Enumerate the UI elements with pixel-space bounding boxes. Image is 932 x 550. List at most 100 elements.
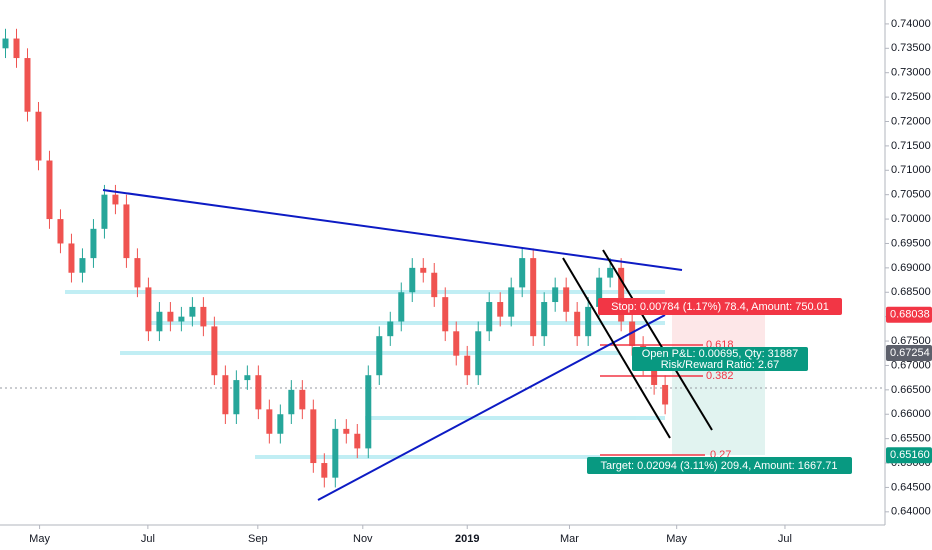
candle-body	[420, 267, 427, 273]
zone	[120, 351, 620, 355]
x-tick-label: Nov	[353, 533, 373, 545]
candle-body	[552, 287, 559, 303]
y-tick-label: 0.72500	[891, 91, 931, 103]
candle-body	[541, 302, 548, 337]
x-tick-label: Jul	[778, 533, 792, 545]
candle-body	[442, 297, 449, 332]
candle-body	[365, 375, 372, 449]
candle-body	[387, 321, 394, 337]
candle-body	[310, 409, 317, 464]
candle-body	[35, 111, 42, 161]
candle-body	[607, 267, 614, 278]
fib-lines	[600, 344, 705, 456]
candle-body	[596, 277, 603, 307]
candle-body	[255, 375, 262, 410]
y-tick-label: 0.64000	[891, 506, 931, 518]
x-tick-label: Jul	[141, 533, 155, 545]
candle-body	[519, 258, 526, 288]
candle-body	[662, 384, 669, 405]
candle-body	[222, 375, 229, 415]
y-tick-label: 0.73000	[891, 67, 931, 79]
candle-body	[13, 38, 20, 59]
y-tick-label: 0.72000	[891, 115, 931, 127]
candle-body	[431, 272, 438, 298]
y-tick-label: 0.69000	[891, 262, 931, 274]
candle-body	[233, 380, 240, 415]
candle-body	[24, 58, 31, 112]
y-tick-label: 0.69500	[891, 237, 931, 249]
candle-body	[288, 389, 295, 415]
zones	[65, 290, 665, 459]
candle-body	[585, 306, 592, 337]
candle-body	[178, 316, 185, 322]
candle-body	[618, 267, 625, 322]
candle-body	[563, 287, 570, 312]
candle-body	[398, 292, 405, 322]
candle-body	[101, 194, 108, 229]
candle-body	[332, 428, 339, 478]
price-badge-label: 0.68038	[890, 309, 930, 321]
candle-body	[167, 311, 174, 322]
candle-body	[376, 336, 383, 376]
y-tick-label: 0.66000	[891, 408, 931, 420]
y-tick-label: 0.71000	[891, 164, 931, 176]
rr-label: Risk/Reward Ratio: 2.67	[661, 359, 780, 371]
candle-body	[156, 311, 163, 332]
candle-body	[299, 389, 306, 410]
candle-body	[90, 228, 97, 259]
target-label: Target: 0.02094 (3.11%) 209.4, Amount: 1…	[600, 460, 837, 472]
y-tick-label: 0.64500	[891, 481, 931, 493]
candle-body	[508, 287, 515, 317]
candle-body	[475, 331, 482, 376]
candle-body	[266, 409, 273, 434]
x-tick-label: Mar	[560, 533, 579, 545]
x-tick-label: May	[29, 533, 50, 545]
candle-body	[354, 433, 361, 449]
price-badge	[886, 306, 932, 323]
y-tick-label: 0.73500	[891, 42, 931, 54]
candle-body	[574, 311, 581, 337]
pnl-label: Open P&L: 0.00695, Qty: 31887	[642, 348, 799, 360]
candle-body	[343, 428, 350, 434]
zone	[65, 290, 665, 294]
y-tick-label: 0.67000	[891, 359, 931, 371]
channel-line	[602, 249, 713, 431]
target-box	[587, 457, 852, 474]
candles	[2, 28, 669, 488]
candle-body	[211, 326, 218, 376]
y-tick-label: 0.65500	[891, 433, 931, 445]
pnl-box	[632, 347, 808, 371]
candle-body	[68, 243, 75, 273]
y-tick-label: 0.70000	[891, 213, 931, 225]
price-badge-label: 0.67254	[890, 347, 930, 359]
price-badge	[886, 345, 932, 362]
x-tick-label: Sep	[248, 533, 268, 545]
candle-body	[530, 258, 537, 337]
price-badge-label: 0.65160	[890, 449, 930, 461]
candle-body	[134, 258, 141, 288]
y-tick-label: 0.74000	[891, 18, 931, 30]
candle-body	[57, 219, 64, 244]
candle-body	[244, 375, 251, 381]
candle-body	[277, 414, 284, 434]
candle-body	[651, 365, 658, 385]
x-tick-label: 2019	[455, 533, 479, 545]
channel-line	[562, 257, 671, 439]
stop-label: Stop: 0.00784 (1.17%) 78.4, Amount: 750.…	[611, 301, 829, 313]
candle-body	[409, 267, 416, 293]
fib-label: 0.382	[706, 370, 734, 382]
y-tick-label: 0.66500	[891, 384, 931, 396]
candle-body	[629, 321, 636, 346]
y-tick-label: 0.68500	[891, 286, 931, 298]
zone	[255, 455, 600, 459]
candle-body	[497, 302, 504, 317]
candle-body	[321, 463, 328, 478]
trendline	[102, 189, 683, 271]
candle-body	[453, 331, 460, 356]
x-tick-label: May	[666, 533, 687, 545]
candle-body	[123, 204, 130, 259]
y-tick-label: 0.67500	[891, 335, 931, 347]
zone	[365, 416, 665, 420]
candle-body	[2, 38, 9, 49]
candle-body	[46, 160, 53, 220]
